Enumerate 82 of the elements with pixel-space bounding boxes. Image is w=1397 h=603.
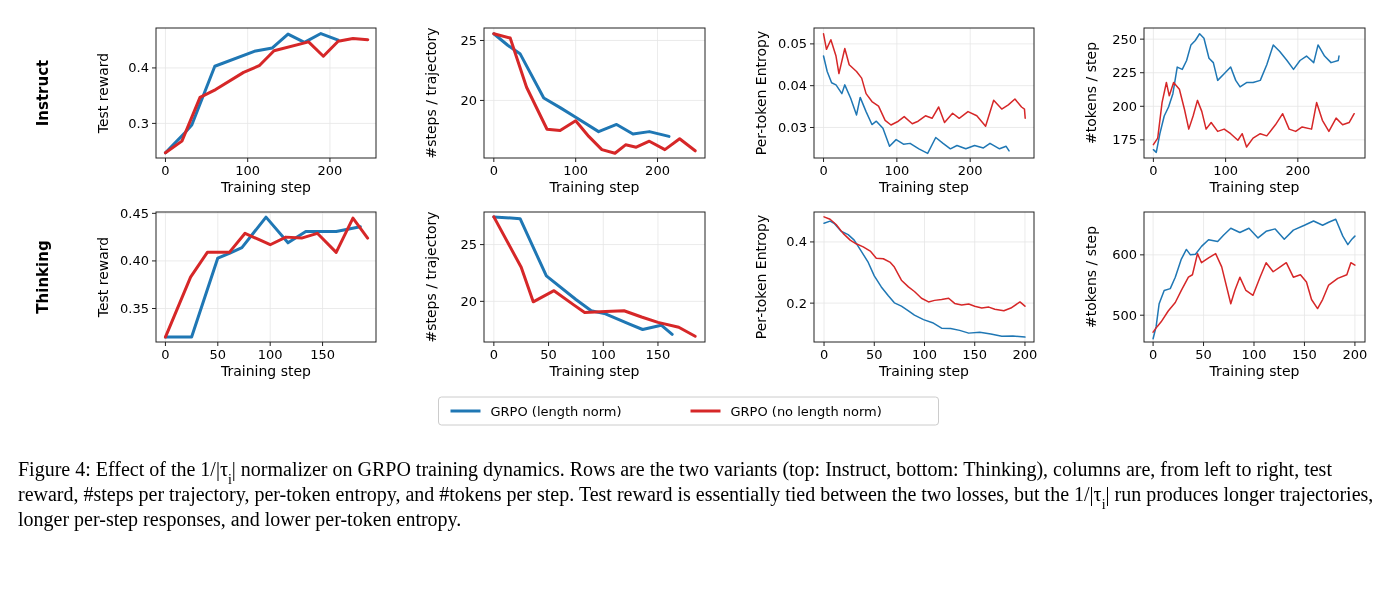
x-axis-title: Training step bbox=[548, 363, 640, 379]
y-tick-label: 20 bbox=[460, 92, 477, 108]
y-axis-title: Test reward bbox=[95, 236, 111, 319]
y-tick-label: 25 bbox=[460, 237, 477, 253]
line-series bbox=[163, 37, 370, 155]
legend-label: GRPO (no length norm) bbox=[730, 403, 882, 419]
y-tick-label: 500 bbox=[1112, 307, 1137, 323]
x-axis-title: Training step bbox=[1208, 363, 1300, 379]
line-series bbox=[823, 220, 1026, 338]
y-tick-label: 0.4 bbox=[786, 234, 807, 250]
x-tick-label: 100 bbox=[884, 163, 910, 178]
x-axis-title: Training step bbox=[548, 179, 640, 195]
x-tick-label: 50 bbox=[866, 347, 883, 362]
y-tick-label: 0.04 bbox=[778, 78, 807, 94]
y-tick-label: 200 bbox=[1112, 98, 1137, 114]
line-series bbox=[492, 32, 671, 138]
x-axis-title: Training step bbox=[220, 363, 312, 379]
x-tick-label: 50 bbox=[1195, 347, 1212, 362]
y-axis-title: Per-token Entropy bbox=[753, 30, 769, 156]
text: Instruct bbox=[34, 59, 52, 127]
line-series bbox=[822, 33, 1026, 127]
line-series bbox=[492, 32, 697, 155]
y-tick-label: 175 bbox=[1112, 132, 1137, 148]
x-axis-title: Training step bbox=[878, 179, 970, 195]
x-tick-label: 200 bbox=[1012, 347, 1038, 362]
x-tick-label: 100 bbox=[1213, 163, 1239, 178]
y-axis-title: #steps / trajectory bbox=[423, 211, 439, 343]
line-series bbox=[823, 216, 1026, 312]
y-tick-label: 25 bbox=[460, 33, 477, 49]
x-tick-label: 0 bbox=[489, 163, 498, 178]
line-series bbox=[1152, 33, 1340, 154]
x-tick-label: 100 bbox=[1241, 347, 1267, 362]
x-tick-label: 100 bbox=[590, 347, 616, 362]
x-tick-label: 50 bbox=[540, 347, 557, 362]
x-tick-label: 0 bbox=[161, 163, 170, 178]
x-axis-title: Training step bbox=[1208, 179, 1300, 195]
x-tick-label: 200 bbox=[1285, 163, 1311, 178]
x-tick-label: 200 bbox=[317, 163, 343, 178]
text: Figure 4: Effect of the 1/|τ$_{i}$| normalizer on GRPO training dynamics. Rows are the two variants (top: Instruct, bottom: Thinking), columns are, from left to right, test reward, #steps per trajectory, per-token entropy, and #tokens per step. Test reward is essentially tied between the two losses, but the 1/|τ$_{i}$| run produces longer trajectories, longer per-step responses, and lower per-token entropy. bbox=[18, 458, 1374, 530]
line-series bbox=[1152, 81, 1355, 148]
x-tick-label: 150 bbox=[310, 347, 335, 362]
x-tick-label: 100 bbox=[912, 347, 937, 362]
x-tick-label: 150 bbox=[645, 347, 671, 362]
y-tick-label: 0.05 bbox=[778, 36, 807, 52]
x-tick-label: 200 bbox=[645, 163, 670, 178]
x-tick-label: 0 bbox=[161, 347, 170, 362]
x-tick-label: 0 bbox=[1148, 347, 1158, 362]
x-tick-label: 50 bbox=[209, 347, 227, 362]
x-tick-label: 100 bbox=[257, 347, 283, 362]
y-axis-title: Per-token Entropy bbox=[753, 214, 769, 340]
y-axis-title: #steps / trajectory bbox=[423, 27, 439, 159]
y-tick-label: 0.45 bbox=[120, 205, 149, 221]
x-tick-label: 200 bbox=[1342, 347, 1368, 362]
line-series bbox=[1152, 252, 1356, 333]
x-tick-label: 0 bbox=[819, 347, 829, 362]
x-tick-label: 0 bbox=[1149, 163, 1158, 178]
x-tick-label: 200 bbox=[957, 163, 983, 178]
legend-label: GRPO (length norm) bbox=[490, 403, 622, 419]
y-tick-label: 0.40 bbox=[120, 253, 149, 269]
y-tick-label: 250 bbox=[1112, 31, 1137, 47]
y-axis-title: #tokens / step bbox=[1083, 41, 1099, 145]
x-axis-title: Training step bbox=[878, 363, 970, 379]
line-series bbox=[822, 55, 1010, 155]
y-tick-label: 0.35 bbox=[120, 301, 149, 317]
y-tick-label: 0.2 bbox=[786, 295, 807, 311]
text: Thinking bbox=[34, 240, 52, 314]
x-tick-label: 150 bbox=[962, 347, 988, 362]
x-tick-label: 0 bbox=[819, 163, 828, 178]
y-tick-label: 600 bbox=[1112, 247, 1137, 263]
y-axis-title: #tokens / step bbox=[1083, 225, 1099, 329]
y-axis-title: Test reward bbox=[95, 52, 111, 135]
x-axis-title: Training step bbox=[220, 179, 312, 195]
y-tick-label: 0.03 bbox=[778, 120, 807, 136]
y-tick-label: 0.4 bbox=[128, 60, 149, 76]
x-tick-label: 150 bbox=[1292, 347, 1317, 362]
x-tick-label: 100 bbox=[563, 163, 589, 178]
y-tick-label: 225 bbox=[1112, 65, 1137, 81]
y-tick-label: 20 bbox=[460, 293, 477, 309]
line-series bbox=[1152, 218, 1356, 340]
x-tick-label: 0 bbox=[489, 347, 498, 362]
x-tick-label: 100 bbox=[235, 163, 261, 178]
y-tick-label: 0.3 bbox=[128, 115, 149, 131]
